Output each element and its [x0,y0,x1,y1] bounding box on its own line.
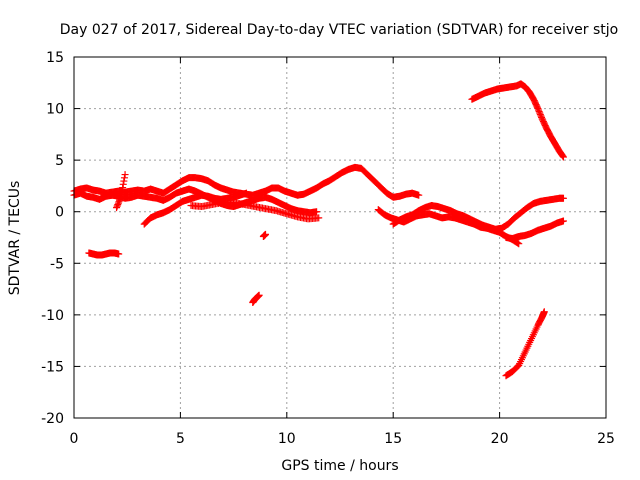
x-tick-label: 20 [491,431,509,447]
data-point [535,108,543,116]
series-sat-h [259,230,270,240]
series-sat-j [389,194,567,233]
y-tick-label: -20 [41,411,64,427]
series-sat-e [187,198,323,223]
data-point [120,177,128,185]
data-point [559,194,567,202]
y-tick-label: -10 [41,308,64,324]
data-marks [70,80,567,380]
y-axis-label: SDTVAR / TECUs [7,181,23,296]
data-point [540,308,548,316]
data-point [119,184,127,192]
y-tick-label: -5 [50,256,64,272]
data-point [121,171,129,179]
data-point [315,214,323,222]
data-point [117,190,125,198]
y-tick-label: 0 [55,205,64,221]
grid [74,57,606,418]
data-point [115,250,123,258]
data-point [118,187,126,195]
series-sat-d [140,189,250,228]
data-point [515,240,523,248]
y-tick-label: 15 [46,50,64,66]
data-point [113,204,121,212]
x-tick-label: 0 [70,431,79,447]
series-sat-m [502,308,548,380]
data-point [255,291,263,299]
data-point [559,152,567,160]
series-sat-l [468,80,567,161]
y-tick-label: 5 [55,153,64,169]
x-tick-label: 15 [384,431,402,447]
data-point [120,174,128,182]
data-point [559,153,567,161]
x-tick-label: 5 [176,431,185,447]
data-point [534,105,542,113]
data-point [116,196,124,204]
data-point [117,193,125,201]
data-point [114,199,122,207]
x-tick-label: 25 [597,431,615,447]
data-point [559,217,567,225]
data-point [535,106,543,114]
data-point [537,112,545,120]
y-tick-label: -15 [41,359,64,375]
plot-frame [73,56,607,419]
x-axis-label: GPS time / hours [281,458,398,474]
series-sat-c [113,171,129,212]
series-sat-g [249,291,263,306]
data-point [119,180,127,188]
data-point [415,191,423,199]
series-sat-f [85,249,123,259]
x-tick-label: 10 [278,431,296,447]
data-point [114,201,122,209]
data-point [536,110,544,118]
y-tick-label: 10 [46,102,64,118]
data-point [313,208,321,216]
data-point [242,189,250,197]
data-point [262,230,270,238]
data-point [113,202,121,210]
data-point [115,198,123,206]
chart-title: Day 027 of 2017, Sidereal Day-to-day VTE… [60,22,618,38]
data-point [536,109,544,117]
data-point [116,195,124,203]
series-sat-k [502,217,567,243]
axis-ticks: 0 5 10 15 20 25 -20 -15 -10 -5 0 5 10 15 [41,50,615,447]
